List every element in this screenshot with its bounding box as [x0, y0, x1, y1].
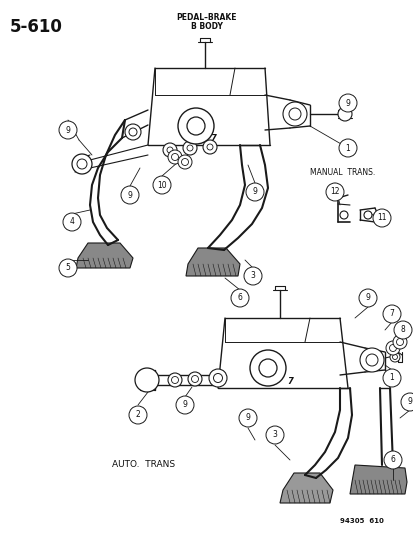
- Circle shape: [358, 289, 376, 307]
- Circle shape: [188, 372, 202, 386]
- Circle shape: [183, 141, 197, 155]
- Circle shape: [338, 139, 356, 157]
- Circle shape: [282, 102, 306, 126]
- Text: 2: 2: [135, 410, 140, 419]
- Text: 4: 4: [69, 217, 74, 227]
- Circle shape: [125, 124, 141, 140]
- Text: 5: 5: [65, 263, 70, 272]
- Circle shape: [163, 143, 177, 157]
- Circle shape: [372, 209, 390, 227]
- Circle shape: [389, 352, 399, 362]
- Text: 3: 3: [272, 431, 277, 440]
- Text: 5-610: 5-610: [10, 18, 63, 36]
- Circle shape: [266, 426, 283, 444]
- Text: B BODY: B BODY: [191, 22, 222, 31]
- Polygon shape: [185, 248, 240, 276]
- Text: 8: 8: [400, 326, 404, 335]
- Circle shape: [249, 350, 285, 386]
- Text: 9: 9: [406, 398, 411, 407]
- Circle shape: [382, 369, 400, 387]
- Circle shape: [393, 321, 411, 339]
- Text: 3: 3: [250, 271, 255, 280]
- Circle shape: [338, 94, 356, 112]
- Circle shape: [383, 451, 401, 469]
- Circle shape: [209, 369, 226, 387]
- Circle shape: [59, 259, 77, 277]
- Text: 9: 9: [65, 125, 70, 134]
- Text: 6: 6: [237, 294, 242, 303]
- Circle shape: [153, 176, 171, 194]
- Circle shape: [238, 409, 256, 427]
- Polygon shape: [279, 473, 332, 503]
- Text: 9: 9: [182, 400, 187, 409]
- Circle shape: [121, 186, 139, 204]
- Text: 9: 9: [127, 190, 132, 199]
- Circle shape: [243, 267, 261, 285]
- Text: 1: 1: [345, 143, 349, 152]
- Text: 6: 6: [389, 456, 394, 464]
- Circle shape: [202, 140, 216, 154]
- Circle shape: [72, 154, 92, 174]
- Polygon shape: [349, 465, 406, 494]
- Circle shape: [129, 406, 147, 424]
- Circle shape: [230, 289, 248, 307]
- Text: 12: 12: [330, 188, 339, 197]
- Text: 9: 9: [345, 99, 349, 108]
- Text: 9: 9: [365, 294, 370, 303]
- Text: PEDAL–BRAKE: PEDAL–BRAKE: [176, 13, 237, 22]
- Circle shape: [176, 396, 194, 414]
- Text: 1: 1: [389, 374, 394, 383]
- Circle shape: [325, 183, 343, 201]
- Text: 10: 10: [157, 181, 166, 190]
- Text: 7: 7: [286, 377, 292, 386]
- Circle shape: [178, 155, 192, 169]
- Polygon shape: [76, 243, 133, 268]
- Circle shape: [400, 393, 413, 411]
- Text: 94305  610: 94305 610: [339, 518, 383, 524]
- Circle shape: [359, 348, 383, 372]
- Text: 11: 11: [376, 214, 386, 222]
- Text: 9: 9: [245, 414, 250, 423]
- Text: 7: 7: [389, 310, 394, 319]
- Text: 7: 7: [209, 133, 216, 142]
- Text: AUTO.  TRANS: AUTO. TRANS: [112, 460, 175, 469]
- Circle shape: [178, 108, 214, 144]
- Circle shape: [382, 305, 400, 323]
- Circle shape: [168, 150, 182, 164]
- Circle shape: [385, 341, 399, 355]
- Text: MANUAL  TRANS.: MANUAL TRANS.: [309, 168, 374, 177]
- Circle shape: [63, 213, 81, 231]
- Circle shape: [392, 335, 406, 349]
- Text: 9: 9: [252, 188, 257, 197]
- Circle shape: [59, 121, 77, 139]
- Circle shape: [337, 107, 351, 121]
- Circle shape: [245, 183, 263, 201]
- Circle shape: [135, 368, 159, 392]
- Circle shape: [168, 373, 182, 387]
